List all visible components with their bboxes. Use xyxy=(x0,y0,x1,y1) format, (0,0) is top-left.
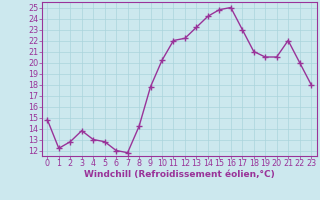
X-axis label: Windchill (Refroidissement éolien,°C): Windchill (Refroidissement éolien,°C) xyxy=(84,170,275,179)
